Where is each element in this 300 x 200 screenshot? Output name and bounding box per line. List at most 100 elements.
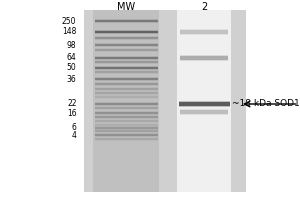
- Bar: [94, 98, 158, 99]
- Bar: [94, 70, 158, 71]
- Bar: [94, 67, 158, 69]
- Bar: [94, 133, 158, 134]
- Bar: [94, 33, 158, 34]
- Bar: [94, 20, 158, 22]
- Bar: [94, 119, 158, 120]
- Bar: [94, 66, 158, 67]
- Bar: [94, 129, 158, 130]
- Bar: [94, 78, 158, 80]
- Bar: [94, 90, 158, 91]
- Bar: [94, 107, 158, 109]
- Bar: [94, 39, 158, 40]
- Bar: [94, 77, 158, 78]
- Bar: [94, 118, 158, 119]
- Bar: [94, 31, 158, 33]
- Bar: [177, 10, 231, 192]
- Bar: [94, 130, 158, 132]
- Bar: [94, 95, 158, 96]
- Bar: [94, 109, 158, 110]
- Bar: [180, 56, 228, 60]
- Bar: [94, 137, 158, 138]
- Bar: [94, 88, 158, 90]
- Bar: [94, 48, 158, 49]
- Bar: [94, 123, 158, 124]
- Bar: [180, 114, 228, 115]
- Bar: [94, 83, 158, 85]
- Bar: [94, 63, 158, 64]
- Text: 36: 36: [67, 74, 76, 84]
- Text: 64: 64: [67, 53, 76, 62]
- Text: 6: 6: [72, 123, 76, 132]
- Text: 50: 50: [67, 64, 76, 72]
- Bar: [94, 73, 158, 74]
- Bar: [94, 36, 158, 37]
- Text: 4: 4: [72, 130, 76, 140]
- Bar: [94, 114, 158, 115]
- Bar: [94, 22, 158, 23]
- Text: 98: 98: [67, 40, 76, 49]
- Text: 250: 250: [62, 17, 76, 25]
- Bar: [94, 80, 158, 81]
- Bar: [178, 106, 230, 107]
- Text: MW: MW: [117, 2, 135, 12]
- Text: ~18 kDa SOD1: ~18 kDa SOD1: [232, 99, 300, 108]
- Bar: [180, 29, 228, 30]
- Bar: [180, 109, 228, 110]
- Bar: [94, 124, 158, 126]
- Bar: [94, 126, 158, 127]
- Bar: [180, 55, 228, 56]
- Bar: [93, 10, 159, 192]
- Bar: [94, 43, 158, 44]
- Bar: [180, 30, 228, 34]
- Bar: [84, 10, 246, 192]
- Bar: [94, 19, 158, 20]
- Text: 16: 16: [67, 108, 76, 117]
- Bar: [94, 30, 158, 31]
- Bar: [94, 82, 158, 83]
- Bar: [178, 102, 230, 106]
- Bar: [94, 57, 158, 59]
- Bar: [178, 101, 230, 102]
- Bar: [94, 126, 158, 127]
- Bar: [94, 91, 158, 92]
- Bar: [94, 60, 158, 61]
- Bar: [94, 96, 158, 98]
- Bar: [94, 44, 158, 46]
- Bar: [94, 103, 158, 105]
- Bar: [94, 69, 158, 70]
- Bar: [94, 138, 158, 140]
- Bar: [94, 102, 158, 103]
- Bar: [94, 112, 158, 114]
- Bar: [94, 37, 158, 39]
- Bar: [94, 122, 158, 123]
- Bar: [94, 56, 158, 57]
- Bar: [94, 106, 158, 107]
- Bar: [94, 120, 158, 122]
- Bar: [180, 110, 228, 114]
- Text: 148: 148: [62, 27, 76, 36]
- Bar: [94, 92, 158, 94]
- Bar: [94, 94, 158, 95]
- Bar: [94, 61, 158, 63]
- Bar: [94, 115, 158, 116]
- Bar: [94, 136, 158, 137]
- Bar: [94, 46, 158, 47]
- Bar: [94, 116, 158, 118]
- Bar: [180, 34, 228, 35]
- Bar: [94, 51, 158, 52]
- Bar: [94, 132, 158, 133]
- Bar: [94, 127, 158, 129]
- Bar: [94, 59, 158, 60]
- Text: 22: 22: [67, 99, 76, 108]
- Bar: [180, 60, 228, 61]
- Bar: [94, 111, 158, 112]
- Bar: [94, 134, 158, 136]
- Bar: [94, 87, 158, 88]
- Text: 2: 2: [201, 2, 207, 12]
- Bar: [94, 71, 158, 73]
- Bar: [94, 49, 158, 51]
- Bar: [94, 140, 158, 141]
- Bar: [94, 129, 158, 130]
- Bar: [94, 105, 158, 106]
- Bar: [94, 85, 158, 86]
